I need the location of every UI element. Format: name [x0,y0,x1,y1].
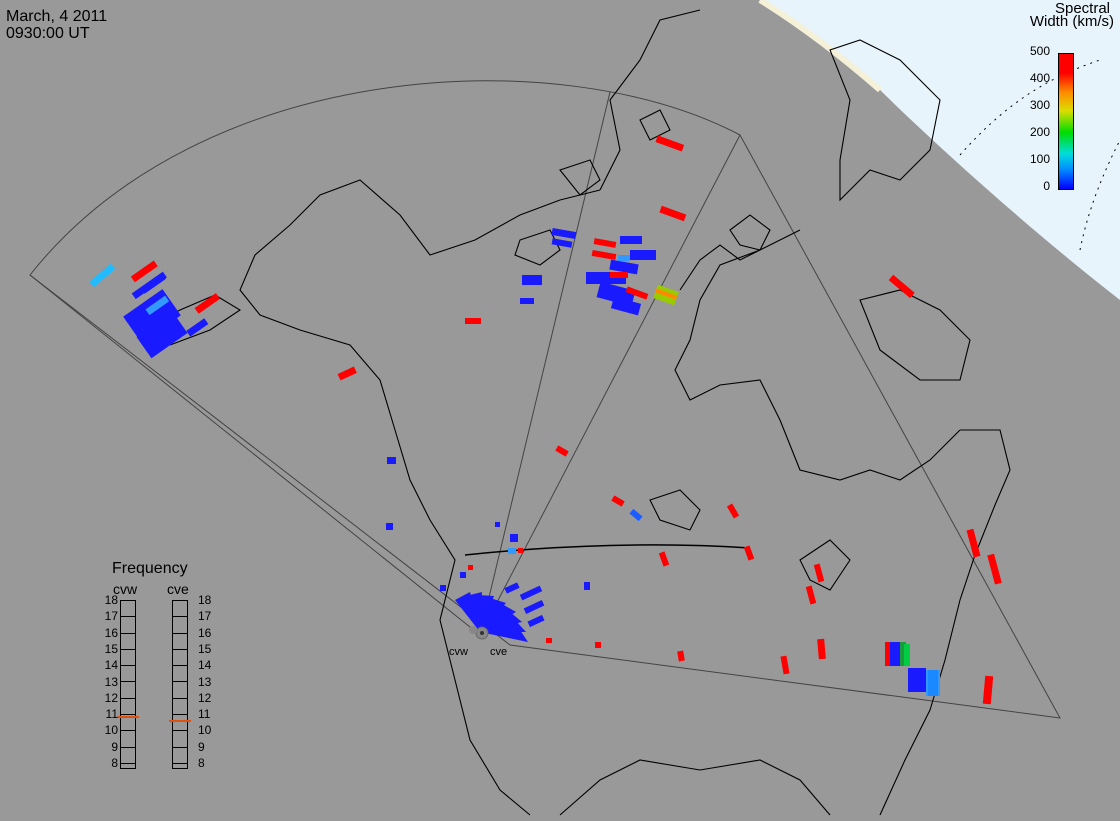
frequency-scale-label: 14 [198,658,212,673]
frequency-cell [173,650,187,667]
legend-tick: 500 [1029,44,1050,58]
station-label-cve: cve [490,646,508,658]
frequency-cell [173,715,187,732]
legend-tick: 100 [1029,152,1050,166]
terminator-band [758,0,882,93]
frequency-cell [121,715,135,732]
frequency-scale-label: 13 [198,674,212,689]
legend-tick: 0 [1043,179,1050,193]
time-label: 0930:00 UT [6,25,90,42]
frequency-cell [173,682,187,699]
legend-title-line2: Width (km/s) [1029,13,1114,30]
frequency-cell [121,666,135,683]
frequency-cell [173,731,187,748]
frequency-scale-label: 16 [198,625,212,640]
frequency-scale-label: 12 [198,690,212,705]
frequency-cell [121,731,135,748]
frequency-cell [173,699,187,716]
frequency-scale-label: 14 [104,658,118,673]
frequency-scale-label: 17 [104,609,118,624]
frequency-scale-label: 17 [198,609,212,624]
frequency-scale-label: 16 [104,625,118,640]
frequency-scale-label: 10 [104,723,118,738]
frequency-cell [173,748,187,764]
frequency-scale-label: 8 [198,756,205,770]
frequency-scale-label: 11 [198,707,211,722]
frequency-scale-label: 10 [198,723,212,738]
border-line [464,544,751,556]
frequency-scale-label: 15 [104,641,118,656]
legend-tick: 200 [1029,125,1050,139]
frequency-marker-cve [169,719,191,722]
legend-tick: 400 [1029,71,1050,85]
latitude-circle-dotted-2 [1079,139,1120,251]
frequency-cell [173,601,187,618]
frequency-marker-cvw [117,716,139,719]
field-of-view [29,80,1061,719]
frequency-scale-label: 11 [105,707,118,722]
frequency-scale-label: 13 [104,674,118,689]
frequency-cell [121,634,135,650]
daylight-region [760,0,1120,300]
frequency-scale-label: 8 [111,756,118,770]
frequency-column-cve [172,600,188,769]
legend-title-line1: Spectral [1054,0,1110,17]
scatter-cells [89,135,1002,705]
frequency-cell [121,650,135,667]
frequency-cell [173,617,187,634]
frequency-cell [173,666,187,683]
frequency-cell [121,699,135,716]
frequency-scale-label: 18 [198,593,212,607]
frequency-cell [121,682,135,699]
frequency-scale-label: 18 [104,593,118,607]
frequency-title: Frequency [112,560,188,577]
frequency-scale-label: 12 [104,690,118,705]
frequency-cell [173,634,187,650]
frequency-radar-cvw-label: cvw [113,581,138,597]
legend-tick: 300 [1029,98,1050,112]
frequency-scale-label: 9 [198,739,205,754]
frequency-cell [121,617,135,634]
legend-colorbar [1058,53,1074,190]
date-label: March, 4 2011 [6,8,108,25]
frequency-scale-label: 9 [111,739,118,754]
frequency-cell [121,601,135,618]
radar-site-cvw [469,626,477,634]
latitude-circle-dotted [959,59,1101,156]
frequency-radar-cve-label: cve [167,581,189,597]
frequency-cell [121,748,135,764]
frequency-scale-label: 15 [198,641,212,656]
frequency-column-cvw [120,600,136,769]
station-label-cvw: cvw [449,646,468,658]
